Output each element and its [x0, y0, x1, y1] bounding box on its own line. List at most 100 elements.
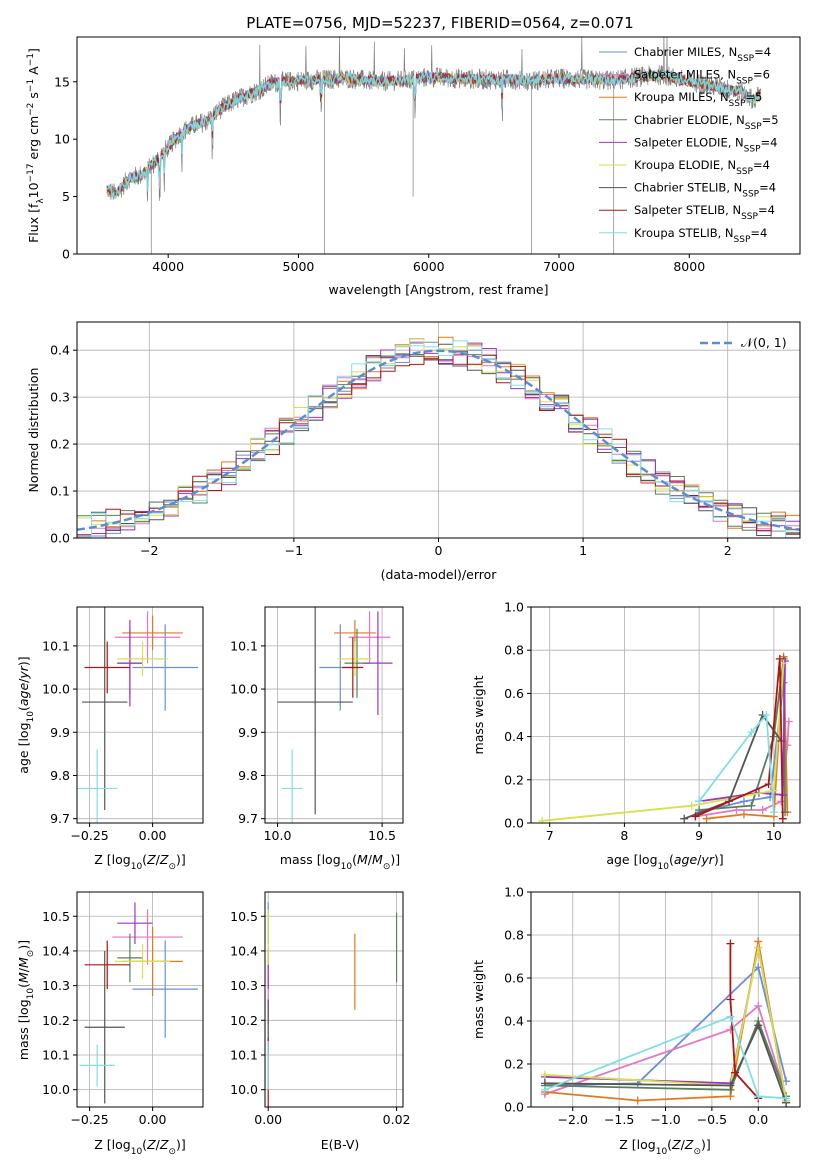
label-segment: −2: [26, 103, 36, 116]
y-tick-label: 9.9: [238, 725, 258, 740]
x-tick-label: 1: [579, 543, 587, 558]
weight-series: [729, 943, 759, 1100]
label-segment: Z: [159, 852, 169, 867]
label-segment: =4: [761, 135, 778, 149]
y-tick-label: 10.3: [42, 978, 70, 993]
panel-mass-weight-vs-metallicity: −2.0 −1.5 −1.0 −0.5 0.0 0.0 0.2 0.4 0.6 0.8 1.0 mas…: [471, 885, 801, 1157]
axes-frame: [264, 891, 404, 1108]
legend-entry: Salpeter STELIB, NSSP=4: [634, 203, 775, 222]
label-segment: SSP: [742, 190, 759, 200]
label-segment: λ: [36, 198, 46, 204]
label-segment: )]: [16, 656, 31, 666]
y-tick-label: 0.2: [504, 772, 524, 787]
weight-marker: [731, 1068, 740, 1077]
x-tick-label: −0.5: [697, 1112, 727, 1127]
axes-frame: [76, 891, 204, 1108]
label-segment: age: [16, 683, 31, 707]
plot-area: [106, 37, 762, 254]
normal-curve: [77, 349, 800, 532]
weight-marker: [739, 797, 748, 806]
model-spectrum: [106, 68, 761, 199]
y-tick-label: 10.2: [230, 1013, 258, 1028]
y-tick-label: 10.4: [230, 943, 258, 958]
label-segment: =4: [758, 203, 775, 217]
weight-marker: [782, 1094, 791, 1103]
plot-area: [267, 902, 398, 1107]
x-tick-label: 0.00: [139, 828, 167, 843]
x-tick-label: −0.25: [70, 1112, 108, 1127]
label-segment: age [log: [606, 852, 657, 867]
y-tick-label: 10.0: [230, 682, 258, 697]
label-segment: SSP: [745, 122, 762, 132]
weight-marker: [758, 806, 767, 815]
label-segment: )]: [714, 852, 724, 867]
weight-series: [698, 712, 775, 813]
label-segment: Z: [671, 1137, 681, 1152]
y-axis-label: Normed distribution: [26, 368, 41, 493]
label-segment: yr: [16, 665, 31, 679]
weight-marker: [769, 808, 778, 817]
label-segment: (: [352, 852, 357, 867]
x-axis-label: (data-model)/error: [381, 567, 498, 582]
axes-frame: [530, 606, 801, 824]
y-tick-label: 9.7: [238, 811, 258, 826]
label-segment: mass [log: [16, 999, 31, 1060]
label-segment: ⊙: [383, 862, 391, 872]
panel-residual-histogram: −2 −1 0 1 2 0.0 0.1 0.2 0.3 0.4 (data-model)/error…: [26, 321, 801, 582]
model-spectrum: [106, 69, 761, 196]
label-segment: 10: [26, 711, 36, 723]
y-tick-label: 0.6: [504, 686, 524, 701]
x-axis-label: Z [log10(Z/Z⊙)]: [94, 852, 186, 872]
legend-entry: Kroupa ELODIE, NSSP=4: [634, 158, 770, 177]
label-segment: /: [156, 1137, 161, 1152]
label-segment: ⊙: [168, 1147, 176, 1157]
label-segment: Chabrier STELIB, N: [634, 181, 742, 195]
label-segment: (0, 1): [753, 335, 787, 350]
y-tick-label: 10.1: [42, 638, 70, 653]
weight-marker: [540, 1085, 549, 1094]
weight-marker: [784, 717, 793, 726]
legend-entry: Chabrier MILES, NSSP=4: [634, 45, 771, 64]
label-segment: /: [16, 678, 31, 683]
legend-entry: Chabrier ELODIE, NSSP=5: [634, 113, 779, 132]
label-segment: ⊙: [693, 1147, 701, 1157]
label-segment: SSP: [736, 167, 753, 177]
weight-marker: [680, 814, 689, 823]
panel-spectrum: 4000 5000 6000 7000 8000 0 5 10 15 wavelength [An…: [26, 36, 801, 297]
model-spectrum: [106, 69, 761, 199]
label-segment: yr: [700, 852, 714, 867]
weight-marker: [726, 1012, 735, 1021]
label-segment: Kroupa MILES, N: [634, 90, 729, 104]
label-segment: s: [26, 92, 41, 103]
weight-marker: [726, 939, 735, 948]
y-tick-label: 9.8: [50, 768, 70, 783]
label-segment: SSP: [736, 77, 753, 87]
y-axis-label: Flux [fλ10−17 erg cm−2 s−1 A−1]: [26, 48, 46, 243]
label-segment: M: [372, 852, 383, 867]
label-segment: Z [log: [94, 852, 130, 867]
y-tick-label: 0.1: [50, 484, 70, 499]
y-tick-label: 10: [54, 132, 70, 147]
x-tick-label: 0.00: [254, 1112, 282, 1127]
x-tick-label: 5000: [283, 259, 315, 274]
x-axis-label: Z [log10(Z/Z⊙)]: [619, 1137, 711, 1157]
x-tick-label: 0.0: [748, 1112, 768, 1127]
weight-marker: [538, 816, 547, 823]
weight-series: [695, 658, 784, 819]
label-segment: M: [16, 972, 31, 983]
label-segment: Salpeter ELODIE, N: [634, 135, 744, 149]
label-segment: 10: [658, 862, 670, 872]
x-tick-label: −2: [140, 543, 158, 558]
x-tick-label: 10.5: [368, 828, 396, 843]
y-tick-label: 10.0: [42, 682, 70, 697]
y-tick-label: 10.1: [42, 1047, 70, 1062]
label-segment: Z: [684, 1137, 694, 1152]
weight-marker: [691, 812, 700, 821]
weight-marker: [747, 801, 756, 810]
y-tick-label: 0.0: [504, 1100, 524, 1115]
label-segment: )]: [701, 1137, 711, 1152]
y-tick-label: 10.1: [230, 638, 258, 653]
